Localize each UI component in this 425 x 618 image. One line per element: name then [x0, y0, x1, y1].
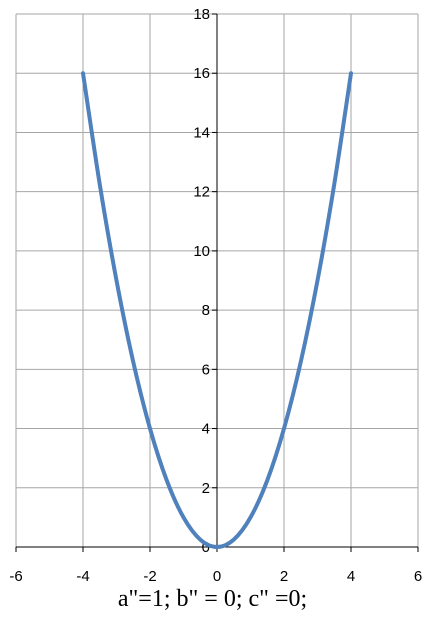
axes — [15, 13, 419, 552]
data-point — [183, 516, 184, 518]
data-point — [132, 361, 134, 363]
series-layer — [81, 71, 353, 549]
y-tick-label: 4 — [202, 421, 210, 438]
y-tick-label: 6 — [202, 361, 210, 378]
data-point — [333, 183, 335, 185]
data-point — [300, 361, 302, 363]
x-tick-label: 0 — [213, 568, 221, 585]
data-point — [82, 72, 84, 74]
x-tick-label: -4 — [76, 568, 89, 585]
coefficients-caption: a"=1; b" = 0; c" =0; — [117, 586, 308, 612]
y-tick-label: 16 — [193, 65, 210, 82]
x-tick-label: -6 — [9, 568, 22, 585]
data-point — [199, 539, 201, 541]
data-point — [266, 479, 268, 481]
y-tick-label: 14 — [193, 124, 210, 141]
data-point — [233, 539, 235, 541]
x-tick-label: 6 — [414, 568, 422, 585]
data-point — [283, 428, 285, 430]
y-tick-label: 8 — [202, 302, 210, 319]
y-tick-label: 12 — [193, 184, 210, 201]
data-point — [116, 280, 117, 281]
y-tick-label: 0 — [202, 539, 210, 556]
x-tick-label: 2 — [280, 568, 288, 585]
tick-labels: -6 -4 -2 0 2 4 6 0 2 4 6 8 10 12 14 16 18 — [9, 6, 422, 585]
y-tick-label: 18 — [193, 6, 210, 23]
data-point — [99, 183, 101, 185]
data-point — [350, 72, 352, 74]
x-tick-label: 4 — [347, 568, 355, 585]
y-tick-label: 2 — [202, 480, 210, 497]
data-point — [166, 479, 168, 481]
data-point — [149, 428, 151, 430]
y-tick-label: 10 — [193, 243, 210, 260]
data-point — [250, 516, 251, 518]
x-tick-label: -2 — [143, 568, 156, 585]
data-point — [216, 546, 218, 548]
data-point — [317, 280, 318, 281]
